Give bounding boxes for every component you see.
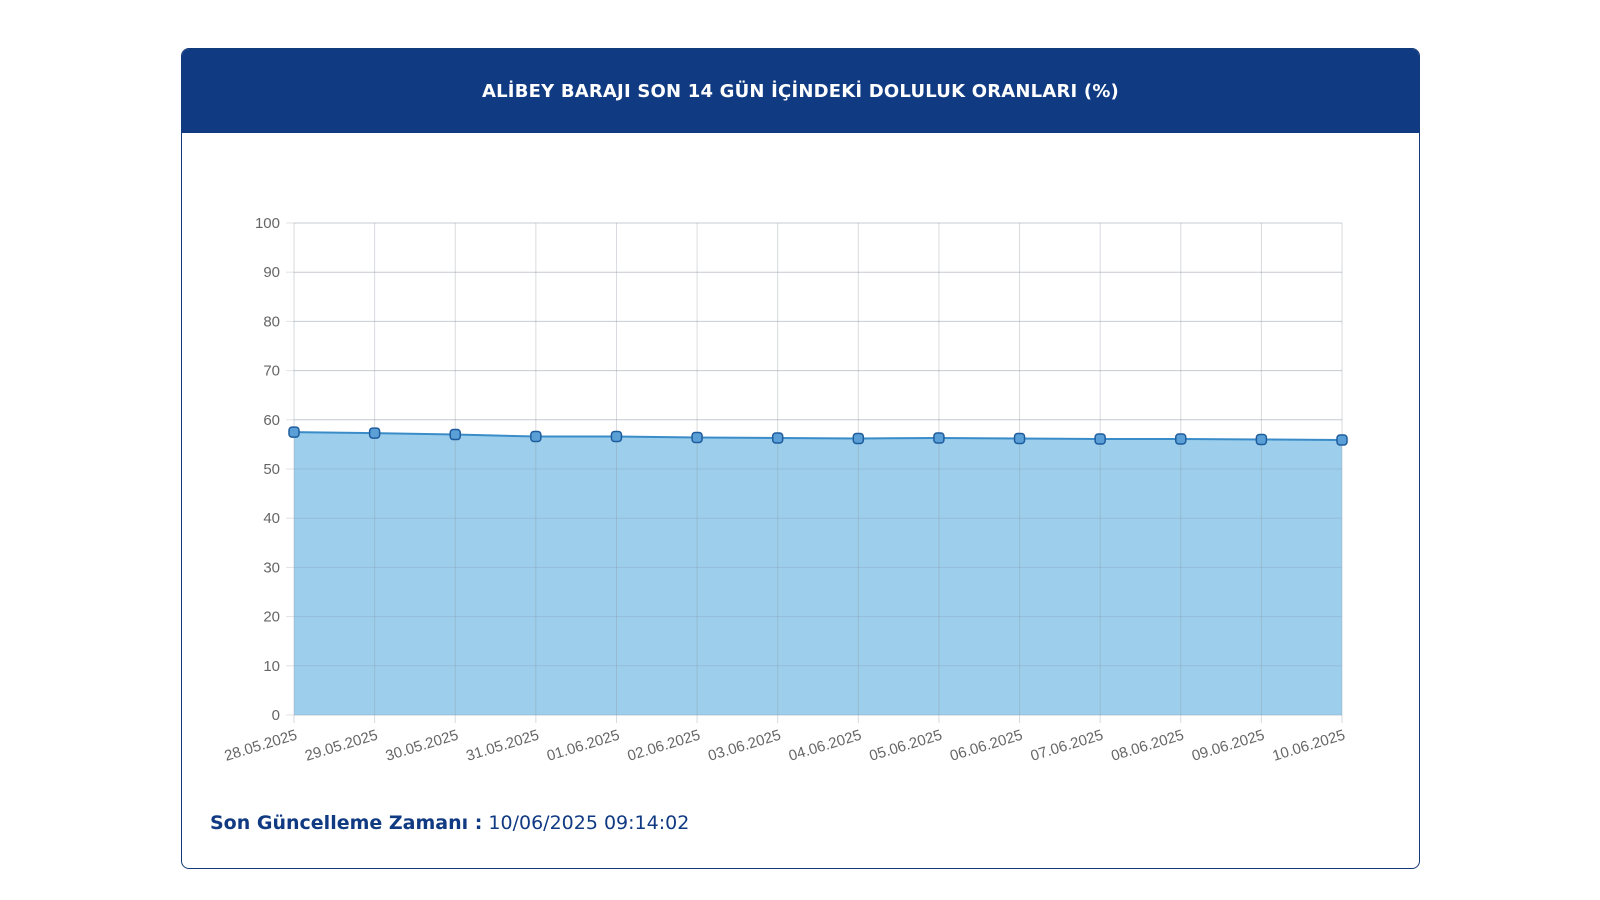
data-point [288,426,300,438]
x-tick-label: 10.06.2025 [1270,727,1347,765]
x-tick-label: 08.06.2025 [1109,727,1186,765]
data-point [1336,434,1348,446]
chart-area: 0 10 20 30 40 50 60 70 80 90 100 28.05.2025 29.05.20… [182,133,1419,793]
x-tick-label: 04.06.2025 [787,727,864,765]
data-point [771,432,784,444]
last-update: Son Güncelleme Zamanı : 10/06/2025 09:14… [210,812,689,834]
y-tick-label: 30 [263,559,280,576]
data-point [449,428,461,441]
last-update-label: Son Güncelleme Zamanı : [210,812,483,834]
last-update-value: 10/06/2025 09:14:02 [488,812,690,834]
card-header: ALİBEY BARAJI SON 14 GÜN İÇİNDEKİ DOLULU… [182,49,1419,133]
y-tick-label: 60 [263,412,280,429]
doluluk-chart: 0 10 20 30 40 50 60 70 80 90 100 28.05.2025 29.05.20… [222,215,1348,765]
x-tick-label: 28.05.2025 [222,727,299,765]
x-tick-label: 09.06.2025 [1190,727,1267,765]
data-point [1013,432,1026,445]
y-tick-label: 40 [263,510,280,527]
x-tick-label: 03.06.2025 [706,727,783,765]
y-tick-label: 10 [263,658,280,675]
x-tick-label: 06.06.2025 [948,727,1025,765]
data-point [1094,433,1106,445]
y-tick-label: 90 [263,264,280,281]
series-line [293,431,1343,441]
y-tick-label: 100 [255,215,280,232]
x-tick-label: 29.05.2025 [303,727,380,765]
x-tick-label: 07.06.2025 [1029,727,1106,765]
data-point [933,432,945,444]
x-tick-label: 31.05.2025 [464,727,541,765]
x-tick-label: 05.06.2025 [867,727,944,765]
y-tick-label: 0 [272,707,280,724]
data-point [368,427,381,439]
area-fill [294,432,1342,715]
y-tick-label: 80 [263,313,280,330]
data-point [1255,433,1268,446]
data-point [691,431,703,444]
x-tick-label: 02.06.2025 [625,727,702,765]
data-point [1175,433,1187,445]
chart-title: ALİBEY BARAJI SON 14 GÜN İÇİNDEKİ DOLULU… [482,80,1119,102]
y-tick-label: 70 [263,363,280,380]
y-tick-label: 20 [263,609,280,626]
data-point [530,430,542,443]
data-point [610,430,623,443]
x-tick-label: 30.05.2025 [384,727,461,765]
chart-card: ALİBEY BARAJI SON 14 GÜN İÇİNDEKİ DOLULU… [181,48,1420,869]
x-tick-label: 01.06.2025 [545,727,622,765]
data-point [852,432,865,445]
y-tick-label: 50 [263,461,280,478]
